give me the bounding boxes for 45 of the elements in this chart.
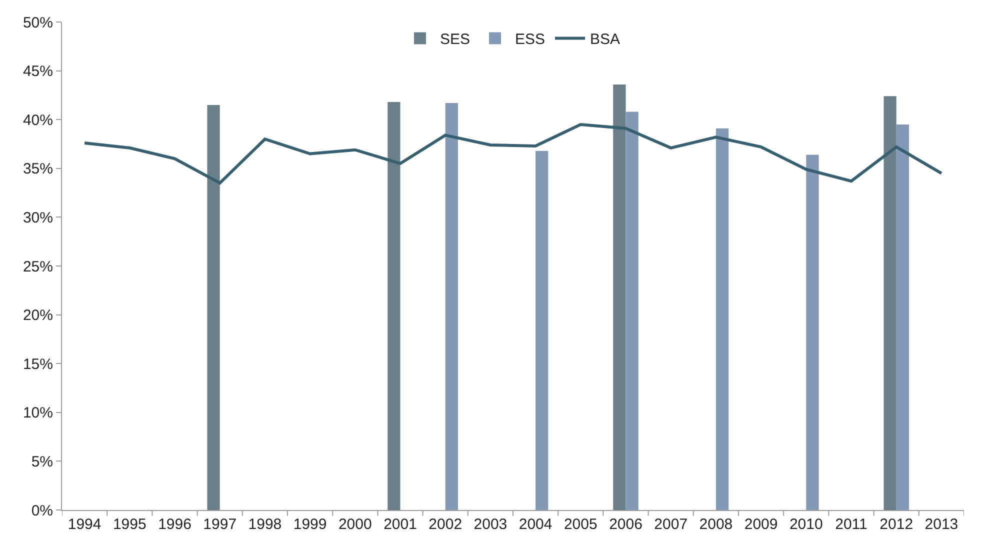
- x-tick-label: 2004: [518, 516, 552, 533]
- x-tick-label: 1996: [158, 516, 192, 533]
- x-tick-label: 2011: [835, 516, 868, 533]
- x-tick-label: 2007: [654, 516, 688, 533]
- legend-label: ESS: [515, 31, 546, 48]
- x-tick-label: 1999: [293, 516, 327, 533]
- x-tick-label: 2006: [609, 516, 642, 533]
- bar: [716, 128, 729, 510]
- bar: [896, 124, 909, 510]
- bar: [613, 84, 626, 510]
- bar: [884, 96, 896, 510]
- x-tick-label: 1997: [203, 516, 237, 533]
- x-tick-label: 2002: [428, 516, 462, 533]
- y-tick-label: 10%: [22, 404, 53, 422]
- bar: [445, 103, 458, 510]
- y-tick-label: 5%: [31, 453, 53, 470]
- legend-label: BSA: [590, 31, 620, 48]
- bar: [388, 102, 400, 510]
- x-tick-label: 2003: [474, 516, 508, 533]
- x-tick-label: 2013: [924, 516, 958, 533]
- x-tick-label: 2009: [744, 516, 778, 533]
- line-series: [83, 122, 943, 185]
- x-tick-label: 2008: [699, 516, 733, 533]
- x-tick-label: 1995: [112, 516, 146, 533]
- x-tick-label: 1998: [248, 516, 282, 533]
- y-tick-label: 30%: [22, 209, 53, 226]
- y-tick-label: 15%: [22, 356, 53, 373]
- x-tick-label: 2012: [880, 516, 914, 533]
- bar: [626, 112, 638, 510]
- y-tick-label: 0%: [31, 502, 53, 520]
- y-tick-label: 40%: [22, 112, 53, 129]
- bar: [806, 154, 819, 510]
- bar: [207, 104, 220, 510]
- y-tick-label: 45%: [22, 63, 53, 80]
- y-tick-label: 50%: [22, 14, 53, 32]
- x-tick-label: 2010: [789, 516, 823, 533]
- legend-label: SES: [440, 31, 470, 48]
- x-tick-label: 2001: [384, 516, 417, 533]
- y-tick-label: 25%: [22, 258, 53, 276]
- x-tick-label: 2005: [564, 516, 598, 533]
- bar: [536, 150, 548, 510]
- x-tick-label: 2000: [338, 516, 372, 533]
- y-tick-label: 20%: [22, 307, 53, 324]
- x-tick-label: 1994: [68, 516, 102, 533]
- y-tick-label: 35%: [22, 160, 53, 178]
